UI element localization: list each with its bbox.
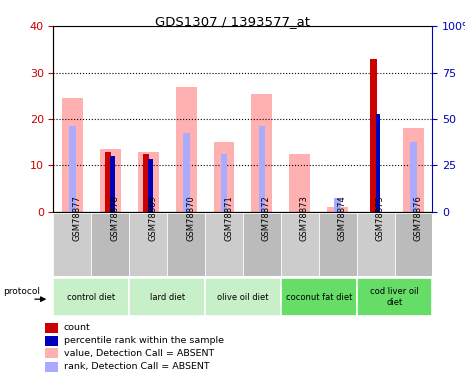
Bar [327, 207, 348, 212]
Bar [281, 278, 357, 316]
Bar [410, 142, 417, 212]
Bar [220, 154, 227, 212]
Bar [53, 213, 91, 276]
Bar [394, 213, 432, 276]
Bar [46, 348, 59, 358]
Text: GSM78872: GSM78872 [262, 195, 271, 240]
Text: GSM78869: GSM78869 [148, 195, 157, 240]
Bar [205, 213, 243, 276]
Bar [334, 198, 341, 212]
Text: GDS1307 / 1393577_at: GDS1307 / 1393577_at [155, 15, 310, 28]
Text: GSM78876: GSM78876 [413, 195, 423, 241]
Bar [205, 278, 281, 316]
Text: value, Detection Call = ABSENT: value, Detection Call = ABSENT [64, 349, 214, 358]
Bar [213, 142, 234, 212]
Bar [243, 213, 281, 276]
Text: cod liver oil
diet: cod liver oil diet [370, 288, 419, 307]
Text: lard diet: lard diet [150, 292, 185, 302]
Bar [167, 213, 205, 276]
Bar [281, 213, 319, 276]
Bar [183, 133, 190, 212]
Text: count: count [64, 323, 91, 332]
Bar [403, 128, 424, 212]
Text: GSM78877: GSM78877 [73, 195, 81, 241]
Bar [357, 278, 432, 316]
Text: GSM78878: GSM78878 [110, 195, 120, 241]
Bar [69, 126, 76, 212]
Bar [138, 152, 159, 212]
Text: control diet: control diet [67, 292, 115, 302]
Bar [176, 87, 197, 212]
Text: GSM78871: GSM78871 [224, 195, 233, 240]
Bar [319, 213, 357, 276]
Text: protocol: protocol [3, 287, 40, 296]
Bar [129, 278, 205, 316]
Bar [129, 213, 167, 276]
Text: rank, Detection Call = ABSENT: rank, Detection Call = ABSENT [64, 362, 209, 371]
Bar [357, 213, 394, 276]
Bar [91, 213, 129, 276]
Text: coconut fat diet: coconut fat diet [286, 292, 352, 302]
Text: olive oil diet: olive oil diet [217, 292, 269, 302]
Bar [110, 156, 115, 212]
Bar [289, 154, 310, 212]
Bar [46, 362, 59, 372]
Text: GSM78875: GSM78875 [376, 195, 385, 240]
Bar [46, 336, 59, 346]
Bar [53, 278, 129, 316]
Bar [259, 126, 266, 212]
Text: GSM78870: GSM78870 [186, 195, 195, 240]
Bar [148, 159, 153, 212]
Bar [105, 152, 112, 212]
Text: GSM78873: GSM78873 [300, 195, 309, 241]
Bar [46, 323, 59, 333]
Bar [252, 93, 272, 212]
Bar [62, 98, 83, 212]
Text: percentile rank within the sample: percentile rank within the sample [64, 336, 224, 345]
Text: GSM78874: GSM78874 [338, 195, 347, 240]
Bar [100, 149, 121, 212]
Bar [370, 59, 377, 212]
Bar [143, 154, 149, 212]
Bar [376, 114, 380, 212]
